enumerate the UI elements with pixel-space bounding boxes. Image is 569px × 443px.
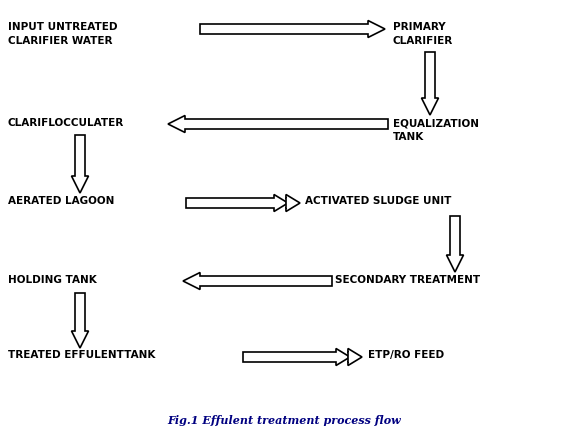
Text: ACTIVATED SLUDGE UNIT: ACTIVATED SLUDGE UNIT	[305, 196, 451, 206]
Text: CLARIFLOCCULATER: CLARIFLOCCULATER	[8, 118, 124, 128]
Polygon shape	[243, 349, 350, 365]
Text: HOLDING TANK: HOLDING TANK	[8, 275, 97, 285]
Text: TREATED EFFULENTTANK: TREATED EFFULENTTANK	[8, 350, 155, 360]
Polygon shape	[286, 194, 300, 211]
Text: ETP/RO FEED: ETP/RO FEED	[368, 350, 444, 360]
Text: EQUALIZATION: EQUALIZATION	[393, 118, 479, 128]
Text: Fig.1 Effulent treatment process flow: Fig.1 Effulent treatment process flow	[168, 415, 401, 426]
Text: CLARIFIER: CLARIFIER	[393, 36, 453, 46]
Polygon shape	[72, 135, 89, 193]
Polygon shape	[422, 52, 439, 115]
Polygon shape	[72, 293, 89, 348]
Text: CLARIFIER WATER: CLARIFIER WATER	[8, 36, 113, 46]
Text: SECONDARY TREATMENT: SECONDARY TREATMENT	[335, 275, 480, 285]
Text: AERATED LAGOON: AERATED LAGOON	[8, 196, 114, 206]
Polygon shape	[186, 194, 288, 211]
Polygon shape	[183, 272, 332, 289]
Polygon shape	[447, 216, 464, 272]
Text: PRIMARY: PRIMARY	[393, 22, 446, 32]
Text: INPUT UNTREATED: INPUT UNTREATED	[8, 22, 118, 32]
Polygon shape	[200, 20, 385, 38]
Polygon shape	[168, 116, 388, 132]
Polygon shape	[348, 349, 362, 365]
Text: TANK: TANK	[393, 132, 424, 142]
